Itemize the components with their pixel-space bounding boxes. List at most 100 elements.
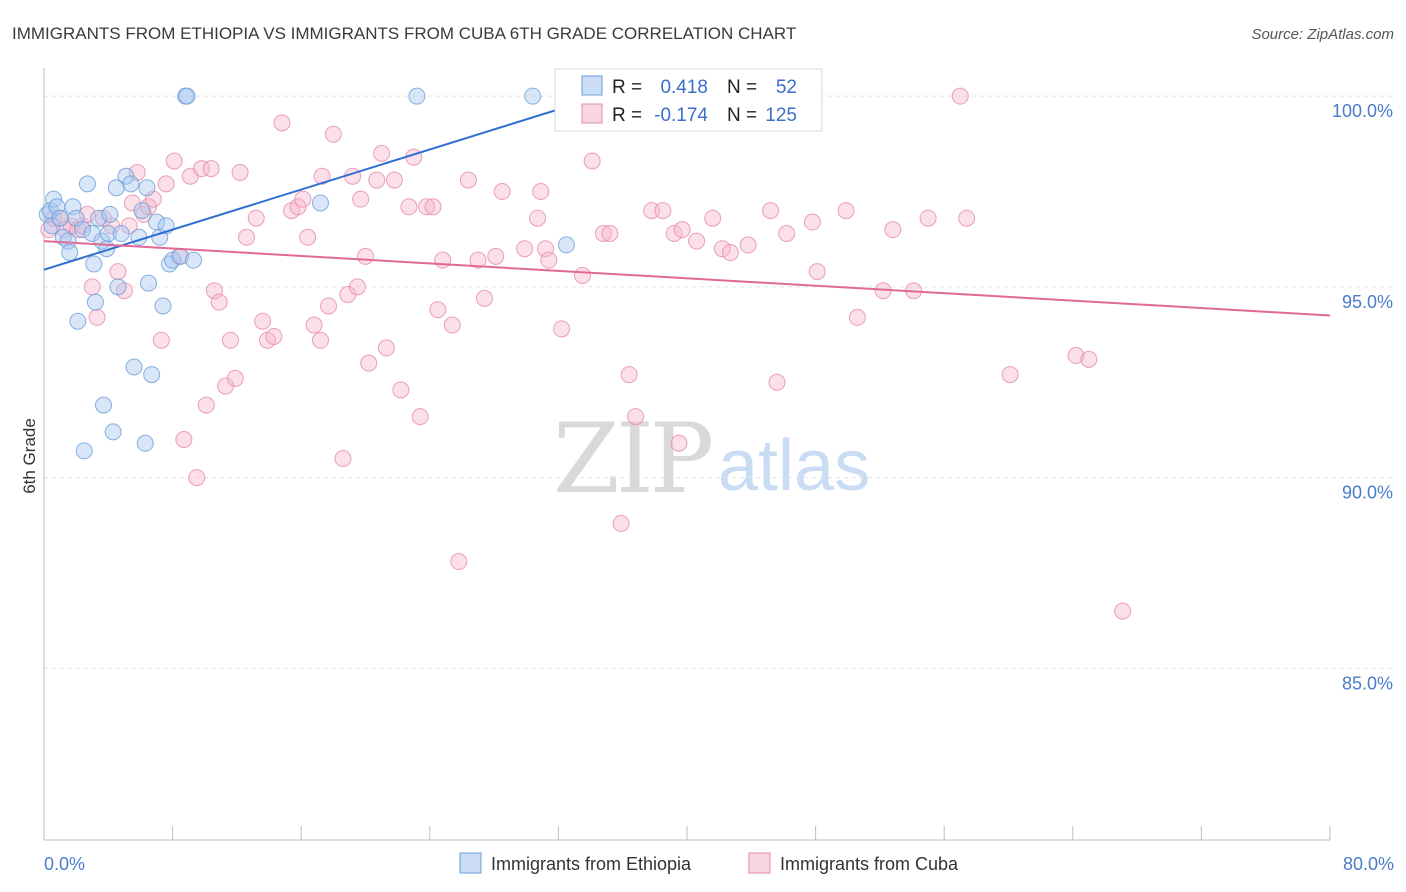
point-cuba [1080,350,1098,368]
point-cuba [299,228,317,246]
point-cuba [313,167,331,185]
point-cuba [197,396,215,414]
point-ethiopia [112,224,130,242]
point-cuba [553,320,571,338]
point-cuba [305,316,323,334]
point-cuba [721,244,739,262]
point-cuba [583,152,601,170]
stat-n-value-cuba: 125 [765,105,797,126]
point-cuba [109,263,127,281]
point-cuba [429,301,447,319]
point-cuba [273,114,291,132]
series-ethiopia-points [38,87,588,460]
point-ethiopia [184,251,202,269]
legend-swatch-ethiopia [459,852,482,874]
point-cuba [400,198,418,216]
point-cuba [424,198,442,216]
point-cuba [385,171,403,189]
watermark: ZIP atlas [553,403,870,515]
point-ethiopia [164,251,182,269]
point-cuba [778,224,796,242]
point-cuba [837,202,855,220]
point-cuba [231,163,249,181]
point-ethiopia [136,434,154,452]
point-cuba [574,266,592,284]
point-cuba [368,171,386,189]
point-cuba [803,213,821,231]
point-ethiopia [94,396,112,414]
point-cuba [294,190,312,208]
stat-r-value-ethiopia: 0.418 [660,77,708,98]
point-ethiopia [122,175,140,193]
point-ethiopia [138,179,156,197]
y-axis-label: 6th Grade [20,418,39,494]
point-cuba [88,308,106,326]
point-ethiopia [78,175,96,193]
point-cuba [202,160,220,178]
point-cuba [487,247,505,265]
point-cuba [320,297,338,315]
chart-source: Source: ZipAtlas.com [1251,26,1394,43]
point-ethiopia [408,87,426,105]
point-cuba [360,354,378,372]
stat-n-label-cuba: N = [727,105,757,126]
legend-swatch-cuba [748,852,771,874]
point-ethiopia [154,297,172,315]
point-cuba [221,331,239,349]
point-cuba [594,224,612,242]
axes [43,68,1331,841]
point-cuba [175,430,193,448]
point-cuba [443,316,461,334]
point-cuba [808,263,826,281]
point-cuba [265,327,283,345]
point-cuba [612,514,630,532]
point-cuba [254,312,272,330]
y-tick-label: 95.0% [1342,292,1393,312]
y-tick-label: 85.0% [1342,673,1393,693]
point-cuba [601,224,619,242]
point-cuba [1114,602,1132,620]
point-ethiopia [107,179,125,197]
point-cuba [673,221,691,239]
point-cuba [392,381,410,399]
point-ethiopia [104,423,122,441]
point-cuba [919,209,937,227]
point-cuba [193,160,211,178]
point-cuba [654,202,672,220]
point-cuba [83,278,101,296]
point-cuba [739,236,757,254]
point-ethiopia [86,293,104,311]
point-cuba [540,251,558,269]
point-cuba [951,87,969,105]
point-cuba [529,209,547,227]
y-tick-labels: 100.0% 95.0% 90.0% 85.0% [1332,101,1393,693]
y-tick-label: 90.0% [1342,483,1393,503]
stat-r-label-cuba: R = [612,105,642,126]
stat-n-value-ethiopia: 52 [776,77,797,98]
point-ethiopia [51,209,69,227]
point-cuba [348,278,366,296]
point-ethiopia [101,205,119,223]
watermark-atlas: atlas [718,426,870,506]
point-cuba [475,289,493,307]
point-cuba [670,434,688,452]
point-cuba [627,408,645,426]
point-cuba [357,247,374,265]
point-ethiopia [143,366,161,384]
legend-label-ethiopia: Immigrants from Ethiopia [491,854,692,874]
point-cuba [352,190,370,208]
stat-n-label-ethiopia: N = [727,77,757,98]
point-cuba [418,198,436,216]
point-ethiopia [75,442,93,460]
point-cuba [78,205,96,223]
gridlines [44,95,1394,669]
point-ethiopia [99,224,117,242]
x-tick-label-min: 0.0% [44,854,85,874]
point-cuba [884,221,902,239]
stat-r-label-ethiopia: R = [612,77,642,98]
point-cuba [762,202,780,220]
y-tick-label: 100.0% [1332,101,1393,121]
point-ethiopia [178,87,196,105]
point-cuba [311,331,329,349]
